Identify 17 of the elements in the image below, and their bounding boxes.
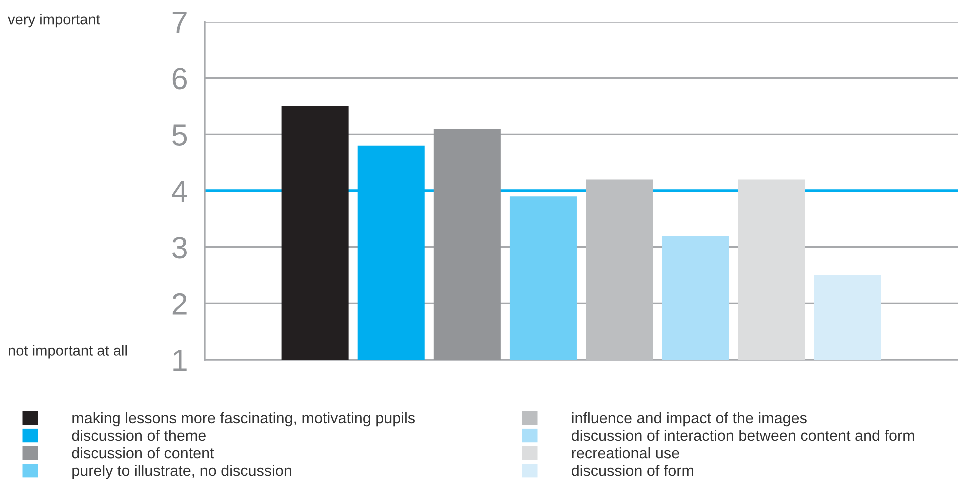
legend-label: recreational use [572,447,680,459]
y-tick-label: 5 [172,124,188,146]
y-tick-label: 4 [172,181,188,202]
legend-label: discussion of interaction between content and form [572,430,914,442]
legend-label: discussion of theme [72,430,206,442]
y-tick-label: 1 [174,350,187,372]
y-tick-label: 7 [172,12,187,34]
text: very important [8,14,100,28]
y-tick-label: 6 [172,68,187,90]
legend-label: discussion of form [572,465,694,476]
legend-label: discussion of content [72,447,214,459]
legend-label: purely to illustrate, no discussion [72,465,292,480]
text: not important at all [8,345,127,359]
legend-label: making lessons more fascinating, motivating pupils [72,412,415,427]
y-tick-label: 3 [172,237,187,259]
legend-label: influence and impact of the images [572,412,807,427]
y-tick-label: 2 [172,293,187,315]
